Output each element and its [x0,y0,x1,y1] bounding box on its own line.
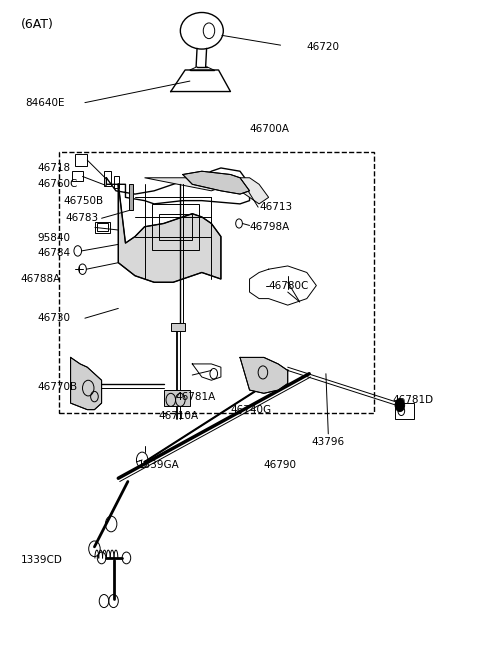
Bar [395,403,414,419]
Bar [129,184,133,211]
Text: 1339CD: 1339CD [21,555,62,565]
Text: 46750B: 46750B [63,195,104,205]
Text: 43796: 43796 [312,438,345,447]
Bar [171,323,185,331]
Text: 46720: 46720 [307,42,340,52]
Text: 46798A: 46798A [250,222,290,232]
Polygon shape [240,358,288,394]
Text: 46781A: 46781A [176,392,216,401]
Text: 46781D: 46781D [393,395,434,405]
Bar [159,214,192,240]
Bar [97,224,108,232]
Bar [75,154,87,166]
Text: 46788A: 46788A [21,274,61,284]
Text: 46770B: 46770B [37,382,77,392]
Text: 46730: 46730 [37,313,70,323]
Bar [95,222,110,234]
Bar [104,171,111,186]
Polygon shape [118,184,221,282]
Text: 46710A: 46710A [159,411,199,421]
Text: 46780C: 46780C [269,281,309,291]
Text: (6AT): (6AT) [21,18,53,31]
Text: 46783: 46783 [66,213,99,223]
Bar [114,176,119,188]
Text: 95840: 95840 [37,233,70,243]
Polygon shape [183,171,250,194]
Bar [164,390,190,406]
Text: 46790: 46790 [264,460,297,470]
Polygon shape [144,178,269,204]
Bar [59,152,373,413]
Bar [152,204,199,250]
Text: 84640E: 84640E [25,98,65,108]
Text: 46740G: 46740G [230,405,272,415]
Text: 1339GA: 1339GA [137,460,179,470]
Polygon shape [71,358,102,409]
Text: 46760C: 46760C [37,179,78,190]
Bar [72,171,83,181]
Text: 46713: 46713 [259,202,292,212]
Text: 46718: 46718 [37,163,70,173]
Circle shape [395,399,405,411]
Text: 46700A: 46700A [250,124,289,134]
Text: 46784: 46784 [37,248,70,258]
